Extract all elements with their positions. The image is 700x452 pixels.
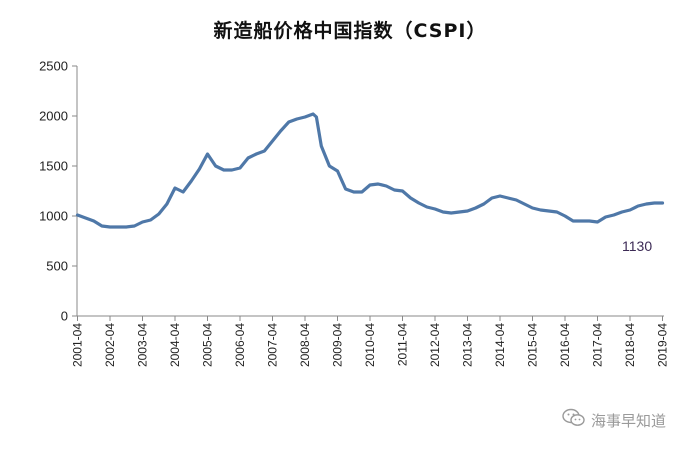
- x-tick-label: 2007-04: [266, 323, 280, 367]
- x-tick-label: 2006-04: [233, 323, 247, 367]
- x-tick-label: 2009-04: [331, 323, 345, 367]
- y-tick-label: 1500: [39, 159, 68, 174]
- chart-title: 新造船价格中国指数（CSPI）: [213, 20, 487, 42]
- x-tick-label: 2011-04: [396, 323, 410, 366]
- y-tick-label: 2500: [39, 59, 68, 74]
- x-tick-label: 2019-04: [656, 323, 670, 367]
- x-tick-label: 2012-04: [428, 323, 442, 367]
- x-tick-label: 2016-04: [558, 323, 572, 367]
- x-tick-label: 2003-04: [136, 323, 150, 367]
- series-line: [75, 112, 665, 229]
- y-tick-label: 1000: [39, 209, 68, 224]
- y-tick-label: 500: [46, 259, 68, 274]
- x-tick-label: 2015-04: [526, 323, 540, 367]
- x-tick-label: 2017-04: [591, 323, 605, 367]
- x-tick-label: 2018-04: [623, 323, 637, 367]
- last-value-annotation: 1130: [622, 238, 652, 254]
- x-tick-label: 2005-04: [201, 323, 215, 367]
- x-tick-label: 2013-04: [461, 323, 475, 367]
- x-tick-label: 2002-04: [103, 323, 117, 367]
- x-axis: 2001-04 2002-04 2003-04 2004-04 2005-04 2006-…: [71, 315, 670, 367]
- x-tick-label: 2001-04: [71, 323, 85, 367]
- x-tick-label: 2004-04: [168, 323, 182, 367]
- x-tick-label: 2010-04: [363, 323, 377, 367]
- y-tick-label: 2000: [39, 109, 68, 124]
- x-tick-label: 2014-04: [493, 323, 507, 367]
- x-tick-label: 2008-04: [298, 323, 312, 367]
- watermark: 海事早知道: [562, 408, 667, 432]
- wechat-icon: [562, 408, 586, 432]
- watermark-text: 海事早知道: [591, 411, 667, 430]
- y-axis: 0 500 1000 1500 2000 2500: [39, 59, 78, 324]
- series-layer: [75, 112, 665, 229]
- y-tick-label: 0: [61, 309, 68, 324]
